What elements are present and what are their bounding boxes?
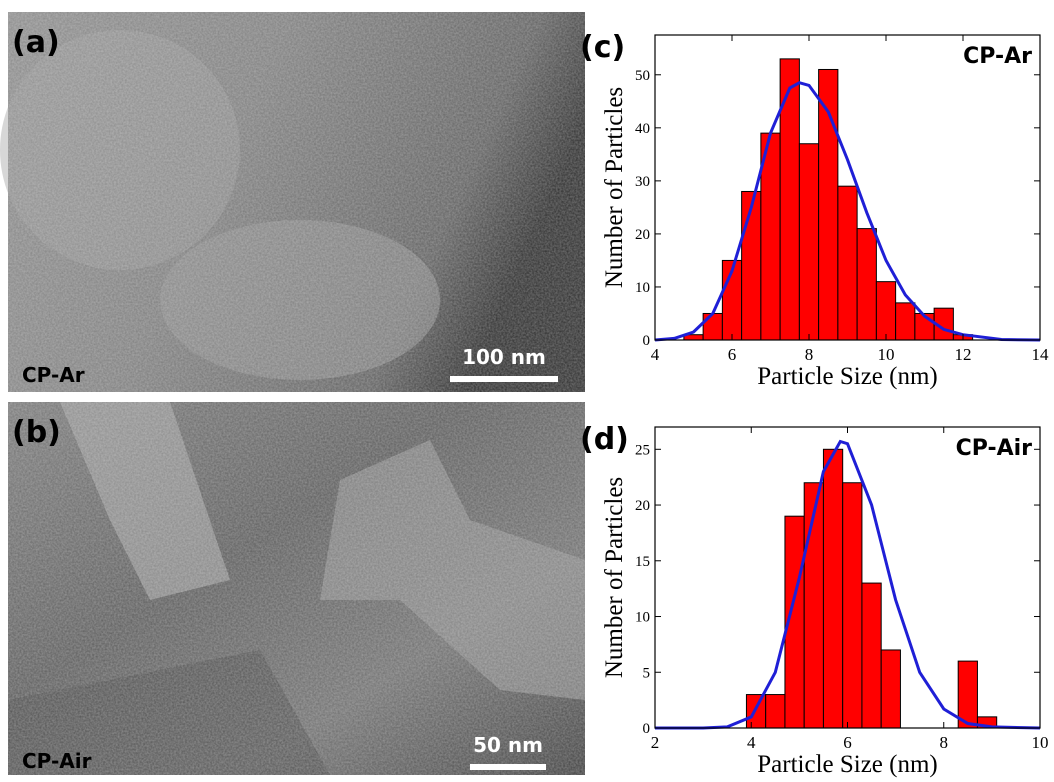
x-tick-label: 8 (805, 345, 814, 364)
bar (862, 583, 881, 728)
bar (857, 229, 876, 340)
x-tick-label: 4 (651, 345, 660, 364)
y-tick-label: 25 (635, 442, 650, 458)
panel-label: (d) (580, 422, 629, 457)
annotation: CP-Ar (963, 44, 1032, 69)
sample-label: CP-Ar (22, 363, 85, 387)
panel-label: (a) (12, 25, 60, 60)
bar (742, 191, 761, 340)
scale-bar-label: 100 nm (462, 345, 546, 369)
bar (766, 695, 785, 728)
x-tick-label: 6 (843, 733, 852, 752)
bar (876, 282, 895, 340)
y-tick-label: 10 (635, 280, 650, 296)
panel-label: (b) (12, 415, 61, 450)
x-tick-label: 10 (878, 345, 895, 364)
x-axis-label: Particle Size (nm) (757, 363, 938, 390)
x-tick-label: 4 (747, 733, 756, 752)
y-tick-label: 30 (635, 174, 650, 190)
bar (703, 313, 722, 340)
y-axis-label: Number of Particles (601, 477, 628, 678)
scale-bar-label: 50 nm (473, 733, 543, 757)
figure: (a) CP-Ar 100 nm (b) CP-Air 50 nm 4 6 8 10 1… (0, 0, 1054, 782)
x-tick-label: 14 (1032, 345, 1050, 364)
bar (896, 303, 915, 340)
y-tick-label: 40 (635, 121, 650, 137)
sem-image-a (0, 12, 585, 392)
y-tick-label: 0 (643, 333, 651, 349)
x-axis-label: Particle Size (nm) (757, 751, 938, 778)
scale-bar (450, 376, 558, 382)
scale-bar (470, 764, 546, 770)
bar (843, 483, 862, 728)
y-tick-label: 20 (635, 498, 650, 514)
annotation: CP-Air (956, 436, 1033, 461)
y-axis-label: Number of Particles (601, 87, 628, 288)
y-tick-label: 20 (635, 227, 650, 243)
x-tick-label: 8 (940, 733, 949, 752)
bar (823, 449, 842, 728)
x-tick-label: 12 (955, 345, 972, 364)
sem-image-b (8, 402, 585, 775)
y-tick-label: 10 (635, 610, 650, 626)
y-tick-label: 50 (635, 68, 650, 84)
bar (881, 650, 900, 728)
sample-label: CP-Air (22, 749, 92, 773)
x-tick-label: 6 (728, 345, 737, 364)
y-tick-label: 0 (643, 721, 651, 737)
bar (799, 144, 818, 340)
bar (838, 186, 857, 340)
y-tick-label: 15 (635, 554, 650, 570)
x-tick-label: 10 (1032, 733, 1049, 752)
panel-label: (c) (580, 30, 625, 65)
x-tick-label: 2 (651, 733, 660, 752)
y-tick-label: 5 (643, 665, 651, 681)
bar (746, 695, 765, 728)
